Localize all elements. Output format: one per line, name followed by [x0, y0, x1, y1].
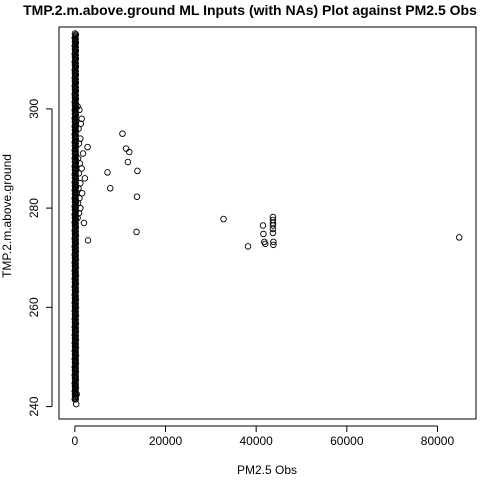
data-point [106, 185, 114, 192]
data-point [220, 215, 227, 223]
data-point [72, 395, 80, 403]
y-tick-label: 300 [27, 99, 41, 119]
data-point [78, 115, 85, 123]
data-point [270, 241, 277, 249]
data-point [75, 170, 83, 177]
data-point [122, 145, 130, 152]
y-tick-label: 280 [27, 198, 41, 218]
data-point [81, 175, 89, 182]
x-tick-label: 40000 [239, 434, 273, 448]
data-point [244, 243, 252, 250]
data-point [79, 150, 87, 157]
data-point [126, 148, 133, 156]
data-point [104, 169, 111, 176]
data-point [75, 140, 83, 147]
data-point [84, 237, 92, 244]
data-point [269, 225, 277, 233]
data-point [75, 125, 82, 132]
data-point [84, 143, 91, 151]
y-tick-label: 240 [27, 396, 41, 416]
x-axis-title: PM2.5 Obs [237, 463, 297, 477]
data-point [133, 228, 140, 236]
data-point [80, 219, 88, 227]
data-point [134, 167, 141, 175]
data-point [270, 238, 277, 246]
data-point [78, 165, 85, 172]
data-point [260, 230, 267, 238]
x-axis: 0 20000 40000 60000 80000 [72, 425, 455, 448]
chart-title: TMP.2.m.above.ground ML Inputs (with NAs… [23, 2, 477, 18]
data-point [269, 229, 277, 237]
y-tick-label: 260 [27, 297, 41, 317]
data-point [261, 240, 269, 248]
data-point [78, 189, 86, 197]
data-point [74, 103, 81, 110]
data-point [73, 390, 80, 398]
x-tick-label: 0 [72, 434, 79, 448]
data-point [71, 30, 79, 37]
x-tick-label: 60000 [330, 434, 364, 448]
data-point [269, 222, 277, 229]
x-tick-label: 80000 [421, 434, 455, 448]
data-point [133, 193, 141, 200]
x-tick-label: 20000 [149, 434, 183, 448]
y-axis-title: TMP.2.m.above.ground [0, 154, 14, 278]
data-point [72, 31, 80, 38]
data-point [124, 158, 132, 166]
data-point [72, 400, 80, 408]
data-point [455, 234, 463, 241]
data-point [74, 214, 81, 222]
y-axis: 240 260 280 300 [27, 99, 53, 417]
data-point [76, 106, 83, 114]
data-points [71, 30, 463, 408]
plot-frame [58, 26, 477, 420]
data-point [119, 130, 126, 137]
data-point [75, 185, 82, 192]
data-point [259, 222, 267, 229]
